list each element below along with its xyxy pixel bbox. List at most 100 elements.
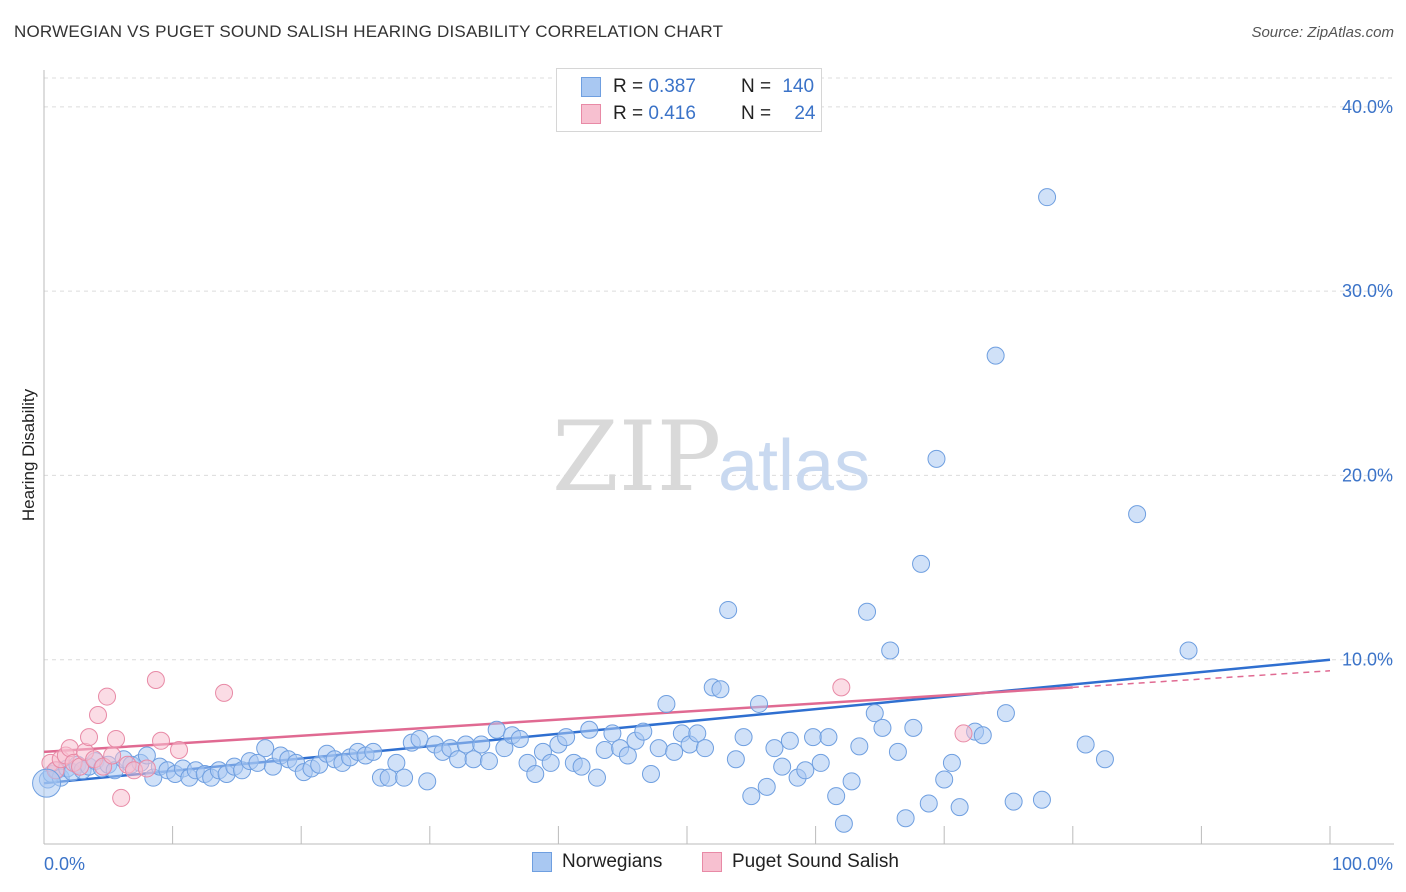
series-legend-norwegians: Norwegians [532, 851, 662, 873]
point-norwegians [773, 757, 792, 776]
watermark-atlas: atlas [718, 426, 870, 506]
point-puget-sound-salish [107, 729, 126, 748]
point-puget-sound-salish [170, 741, 189, 760]
point-norwegians [541, 753, 560, 772]
point-norwegians [726, 750, 745, 769]
legend-n-value: 140 [782, 76, 815, 97]
point-norwegians [387, 753, 406, 772]
point-puget-sound-salish [60, 739, 79, 758]
legend-n-value: 24 [794, 103, 816, 124]
legend-r-value: 0.416 [648, 103, 696, 124]
point-puget-sound-salish [103, 746, 122, 765]
point-norwegians [580, 720, 599, 739]
y-axis-label: Hearing Disability [19, 388, 38, 521]
point-norwegians [950, 798, 969, 817]
chart-title: NORWEGIAN VS PUGET SOUND SALISH HEARING … [14, 22, 724, 41]
point-norwegians [479, 752, 498, 771]
data-points [32, 188, 1198, 833]
y-tick-label: 40.0% [1342, 97, 1393, 117]
point-norwegians [572, 757, 591, 776]
point-norwegians [1038, 188, 1057, 207]
point-norwegians [410, 729, 429, 748]
point-norwegians [912, 554, 931, 573]
series-label-norwegians: Norwegians [562, 851, 663, 872]
point-norwegians-cluster [32, 768, 62, 798]
series-swatch-norwegians [532, 852, 552, 872]
axes [43, 70, 1394, 845]
point-norwegians [827, 787, 846, 806]
legend-n-label: N = [740, 103, 772, 124]
series-swatch-puget-sound-salish [702, 852, 722, 872]
point-norwegians [719, 600, 738, 619]
point-norwegians [657, 694, 676, 713]
point-norwegians [595, 741, 614, 760]
point-norwegians [742, 787, 761, 806]
point-norwegians [510, 729, 529, 748]
point-norwegians [487, 720, 506, 739]
point-norwegians [927, 449, 946, 468]
point-norwegians [865, 704, 884, 723]
point-norwegians [850, 737, 869, 756]
x-tick-label-min: 0.0% [44, 854, 85, 874]
point-puget-sound-salish [80, 728, 99, 747]
point-norwegians [665, 742, 684, 761]
point-norwegians [973, 726, 992, 745]
correlation-legend: R = 0.387 N = 140 R = 0.416 N = 24 [556, 68, 822, 132]
point-norwegians [757, 777, 776, 796]
point-norwegians [904, 718, 923, 737]
y-tick-label: 20.0% [1342, 465, 1393, 485]
point-norwegians [986, 346, 1005, 365]
point-puget-sound-salish [146, 670, 165, 689]
point-norwegians [395, 768, 414, 787]
point-norwegians [881, 641, 900, 660]
point-norwegians [1179, 641, 1198, 660]
point-puget-sound-salish [215, 683, 234, 702]
point-puget-sound-salish [137, 759, 156, 778]
point-norwegians [526, 764, 545, 783]
point-norwegians [750, 694, 769, 713]
point-norwegians [649, 739, 668, 758]
point-norwegians [896, 809, 915, 828]
point-norwegians [256, 739, 275, 758]
legend-swatch-puget-sound-salish [581, 104, 601, 124]
point-norwegians [919, 794, 938, 813]
point-puget-sound-salish [152, 731, 171, 750]
point-norwegians [804, 728, 823, 747]
point-norwegians [418, 772, 437, 791]
point-norwegians [888, 742, 907, 761]
point-norwegians [1004, 792, 1023, 811]
x-tick-label-max: 100.0% [1332, 854, 1393, 874]
series-label-puget-sound-salish: Puget Sound Salish [732, 851, 899, 872]
point-norwegians [603, 724, 622, 743]
point-norwegians [618, 746, 637, 765]
legend-r-label: R = [613, 103, 644, 124]
legend-n-label: N = [740, 76, 772, 97]
point-norwegians [765, 739, 784, 758]
y-tick-label: 10.0% [1342, 650, 1393, 670]
y-tick-labels: 10.0% 20.0% 30.0% 40.0% [1342, 97, 1393, 670]
point-puget-sound-salish [98, 687, 117, 706]
point-norwegians [842, 772, 861, 791]
watermark-zip: ZIP [552, 401, 721, 513]
trend-line-puget-sound-salish-extension [1072, 670, 1331, 689]
point-norwegians [472, 735, 491, 754]
point-norwegians [557, 728, 576, 747]
x-tick-labels: 0.0% 100.0% [44, 854, 1393, 874]
legend-r-value: 0.387 [648, 76, 696, 97]
point-norwegians [811, 753, 830, 772]
point-norwegians [634, 722, 653, 741]
source-label: Source: ZipAtlas.com [1251, 24, 1394, 41]
point-norwegians [734, 728, 753, 747]
point-norwegians [996, 704, 1015, 723]
legend-row-norwegians: R = 0.387 N = 140 [581, 75, 814, 99]
legend-swatch-norwegians [581, 77, 601, 97]
point-norwegians [696, 739, 715, 758]
point-norwegians [942, 753, 961, 772]
point-puget-sound-salish [954, 724, 973, 743]
point-norwegians [834, 814, 853, 833]
point-norwegians [1095, 750, 1114, 769]
point-norwegians [873, 718, 892, 737]
point-norwegians [641, 764, 660, 783]
point-norwegians [780, 731, 799, 750]
